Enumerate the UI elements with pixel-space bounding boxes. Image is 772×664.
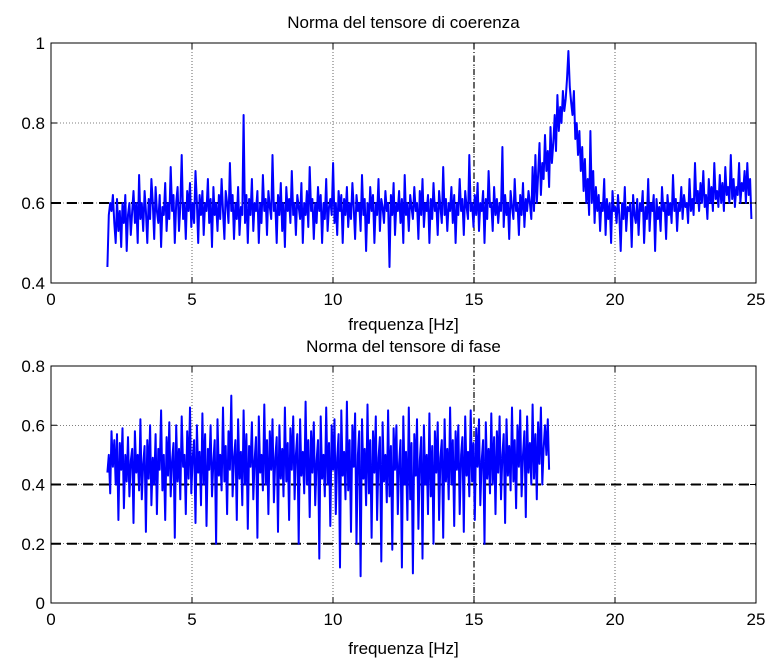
y-tick-label: 0.4	[21, 476, 45, 495]
x-axis-label: frequenza [Hz]	[348, 639, 459, 658]
y-tick-label: 0.6	[21, 194, 45, 213]
y-tick-label: 0.8	[21, 114, 45, 133]
x-tick-label: 0	[46, 290, 55, 309]
y-tick-label: 0.8	[21, 357, 45, 376]
x-tick-label: 5	[187, 610, 196, 629]
chart-title: Norma del tensore di fase	[306, 337, 501, 356]
y-tick-label: 0.4	[21, 274, 45, 293]
x-tick-label: 5	[187, 290, 196, 309]
y-tick-label: 1	[36, 34, 45, 53]
x-tick-label: 10	[324, 290, 343, 309]
x-axis-label: frequenza [Hz]	[348, 315, 459, 334]
x-tick-label: 15	[465, 290, 484, 309]
x-tick-label: 20	[606, 290, 625, 309]
chart-panel-2: 0 5 10 15 20 25 0 0.2 0.4 0.6 0.8 Norma del tensore…	[21, 337, 765, 658]
series-line-1	[106, 50, 753, 268]
x-tick-label: 0	[46, 610, 55, 629]
plot-area	[51, 43, 756, 283]
axes-frame	[50, 42, 757, 284]
x-tick-label: 25	[747, 290, 766, 309]
chart-panel-1: 0 5 10 15 20 25 0.4 0.6 0.8 1 Norma del tensore di…	[21, 13, 765, 334]
y-tick-label: 0.6	[21, 416, 45, 435]
x-tick-label: 25	[747, 610, 766, 629]
x-tick-label: 15	[465, 610, 484, 629]
x-tick-label: 20	[606, 610, 625, 629]
series-line-1	[106, 394, 551, 578]
y-tick-label: 0.2	[21, 535, 45, 554]
y-tick-label: 0	[36, 594, 45, 613]
chart-title: Norma del tensore di coerenza	[287, 13, 520, 32]
x-tick-label: 10	[324, 610, 343, 629]
